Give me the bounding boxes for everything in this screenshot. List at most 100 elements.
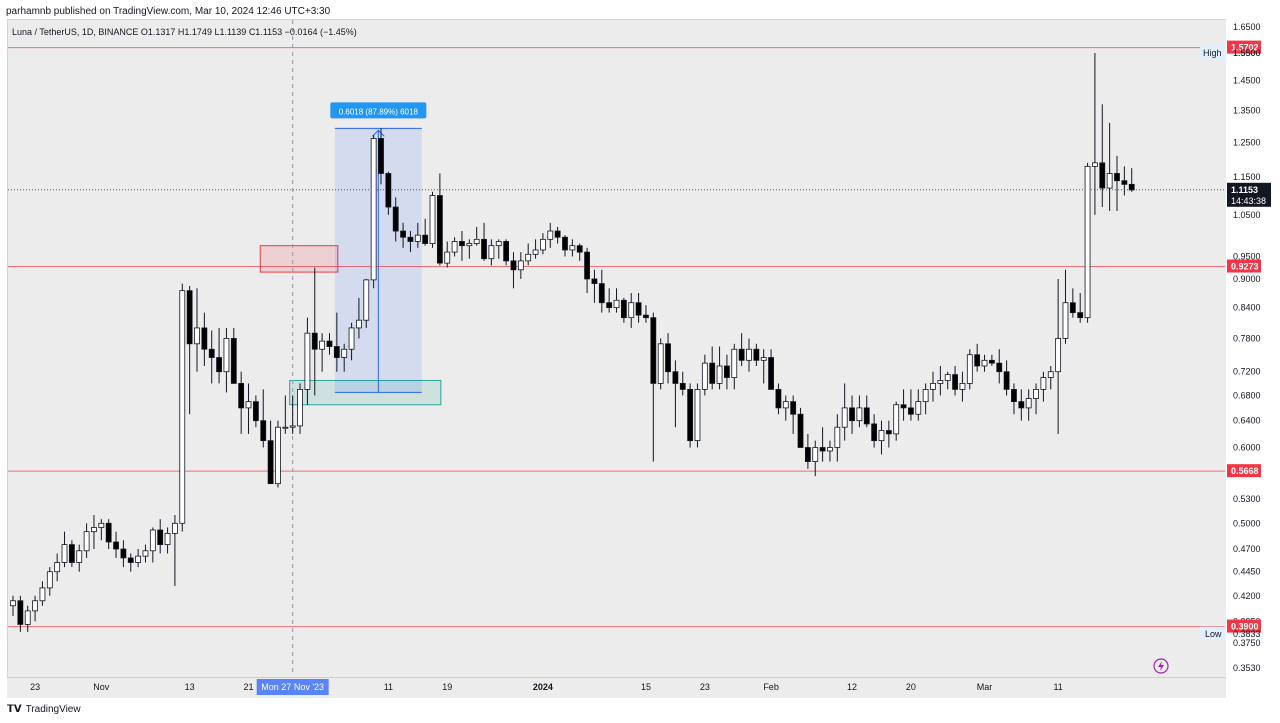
candle[interactable] bbox=[620, 297, 627, 323]
candle[interactable] bbox=[363, 278, 370, 328]
candle[interactable] bbox=[503, 239, 510, 266]
candle[interactable] bbox=[341, 343, 348, 372]
candle[interactable] bbox=[39, 581, 46, 606]
candle[interactable] bbox=[1062, 269, 1069, 344]
candle[interactable] bbox=[392, 197, 399, 242]
candle[interactable] bbox=[201, 312, 208, 366]
candle[interactable] bbox=[378, 128, 384, 185]
candle[interactable] bbox=[68, 540, 75, 568]
candle[interactable] bbox=[900, 389, 907, 421]
candle[interactable] bbox=[694, 383, 701, 448]
candle[interactable] bbox=[142, 544, 149, 563]
plot-area[interactable] bbox=[7, 19, 1227, 678]
candle[interactable] bbox=[157, 519, 164, 554]
candle[interactable] bbox=[54, 553, 61, 582]
candle[interactable] bbox=[83, 523, 90, 558]
candle[interactable] bbox=[1114, 155, 1120, 211]
candle[interactable] bbox=[996, 349, 1003, 384]
candle[interactable] bbox=[385, 171, 392, 215]
candle[interactable] bbox=[76, 544, 83, 572]
candle[interactable] bbox=[356, 297, 362, 339]
candle[interactable] bbox=[908, 389, 914, 421]
candle[interactable] bbox=[893, 401, 900, 441]
candle[interactable] bbox=[1055, 278, 1062, 434]
candle[interactable] bbox=[1047, 365, 1054, 390]
candle[interactable] bbox=[775, 383, 782, 415]
candle[interactable] bbox=[540, 233, 546, 255]
candle[interactable] bbox=[179, 283, 186, 532]
candle[interactable] bbox=[841, 383, 848, 441]
candle[interactable] bbox=[554, 226, 561, 244]
candle[interactable] bbox=[878, 420, 885, 455]
candle[interactable] bbox=[304, 317, 311, 405]
candle[interactable] bbox=[768, 349, 774, 390]
lightning-icon[interactable] bbox=[1153, 658, 1169, 674]
candle[interactable] bbox=[738, 333, 745, 366]
candle[interactable] bbox=[164, 527, 171, 554]
candle[interactable] bbox=[238, 371, 245, 434]
candle[interactable] bbox=[930, 371, 936, 402]
candle[interactable] bbox=[709, 346, 716, 390]
candle[interactable] bbox=[532, 239, 539, 259]
candle[interactable] bbox=[252, 395, 259, 428]
candle[interactable] bbox=[91, 515, 97, 550]
candle[interactable] bbox=[1069, 288, 1076, 318]
candle[interactable] bbox=[981, 354, 988, 372]
candle[interactable] bbox=[804, 433, 811, 469]
candle[interactable] bbox=[208, 330, 215, 384]
candle[interactable] bbox=[1018, 389, 1025, 421]
candle[interactable] bbox=[547, 222, 554, 248]
candle[interactable] bbox=[782, 395, 789, 421]
candle[interactable] bbox=[120, 540, 127, 568]
candle[interactable] bbox=[819, 427, 826, 462]
candle[interactable] bbox=[1011, 383, 1017, 415]
price-axis[interactable] bbox=[1226, 19, 1280, 696]
symbol-legend[interactable]: Luna / TetherUS, 1D, BINANCE O1.1317 H1.… bbox=[12, 27, 357, 37]
candle[interactable] bbox=[10, 595, 16, 617]
candle[interactable] bbox=[311, 267, 318, 396]
candle[interactable] bbox=[687, 383, 694, 448]
candle[interactable] bbox=[275, 420, 281, 488]
candle[interactable] bbox=[974, 343, 981, 372]
candle[interactable] bbox=[481, 222, 487, 261]
candle[interactable] bbox=[32, 595, 38, 622]
candle[interactable] bbox=[701, 354, 708, 396]
candle[interactable] bbox=[635, 293, 642, 323]
candle[interactable] bbox=[414, 222, 421, 248]
candle[interactable] bbox=[1040, 371, 1047, 402]
candle[interactable] bbox=[149, 527, 156, 563]
candle[interactable] bbox=[915, 389, 922, 421]
candle[interactable] bbox=[576, 243, 583, 261]
candle[interactable] bbox=[282, 395, 289, 434]
candle[interactable] bbox=[245, 383, 252, 434]
candle[interactable] bbox=[127, 553, 134, 572]
candle[interactable] bbox=[591, 269, 598, 303]
candle[interactable] bbox=[466, 239, 473, 259]
candle[interactable] bbox=[812, 440, 819, 477]
candle[interactable] bbox=[1077, 293, 1084, 323]
candle[interactable] bbox=[988, 354, 995, 366]
candle[interactable] bbox=[650, 312, 657, 462]
candle[interactable] bbox=[525, 243, 532, 266]
candle[interactable] bbox=[289, 395, 296, 434]
candle[interactable] bbox=[267, 420, 274, 485]
candle[interactable] bbox=[61, 531, 68, 568]
candle[interactable] bbox=[326, 333, 333, 355]
candle[interactable] bbox=[223, 327, 230, 393]
candle[interactable] bbox=[319, 333, 326, 372]
candle[interactable] bbox=[665, 333, 671, 384]
candle[interactable] bbox=[598, 269, 605, 313]
candle[interactable] bbox=[436, 173, 443, 266]
candle[interactable] bbox=[488, 239, 495, 266]
candle[interactable] bbox=[407, 231, 414, 253]
candle[interactable] bbox=[657, 338, 664, 390]
candle[interactable] bbox=[672, 360, 679, 428]
candle[interactable] bbox=[400, 222, 406, 248]
candle[interactable] bbox=[1121, 166, 1128, 196]
candle[interactable] bbox=[105, 519, 112, 550]
candle[interactable] bbox=[871, 414, 878, 448]
candle[interactable] bbox=[230, 327, 237, 384]
candle[interactable] bbox=[459, 231, 465, 261]
candle[interactable] bbox=[679, 371, 686, 396]
